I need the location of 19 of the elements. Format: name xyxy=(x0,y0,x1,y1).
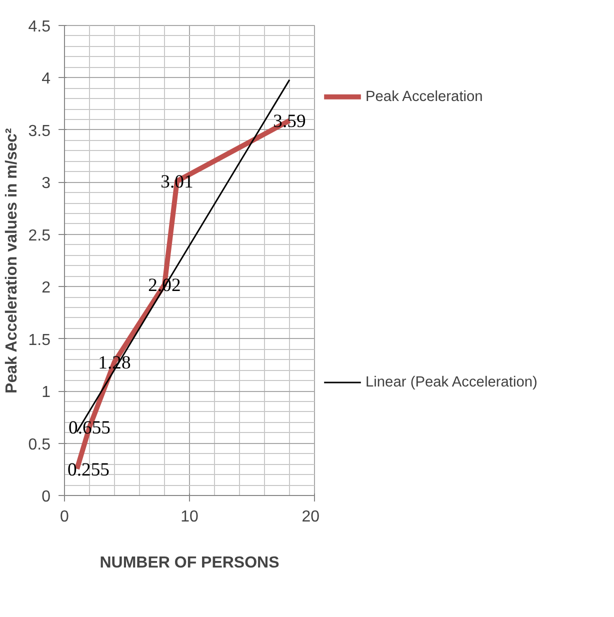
data-label: 3.59 xyxy=(273,111,306,132)
data-label: 0.255 xyxy=(68,459,110,480)
legend-label: Linear (Peak Acceleration) xyxy=(366,374,538,390)
x-tick-label: 10 xyxy=(180,508,198,526)
y-tick-label: 0 xyxy=(42,488,51,506)
y-tick-label: 4 xyxy=(42,70,51,88)
y-tick-label: 0.5 xyxy=(28,436,51,454)
y-tick-label: 3.5 xyxy=(28,122,51,140)
y-tick-label: 2.5 xyxy=(28,227,51,244)
y-axis-title: Peak Acceleration values in m/sec² xyxy=(3,128,20,394)
y-tick-label: 4.5 xyxy=(28,18,51,36)
y-tick-label: 1.5 xyxy=(28,332,51,349)
x-axis-title: NUMBER OF PERSONS xyxy=(100,554,280,572)
y-tick-label: 2 xyxy=(42,280,51,297)
y-tick-label: 1 xyxy=(42,384,51,402)
x-tick-label: 20 xyxy=(302,508,320,526)
x-tick-label: 0 xyxy=(60,508,70,526)
legend-label: Peak Acceleration xyxy=(366,88,483,105)
y-tick-label: 3 xyxy=(42,175,51,192)
